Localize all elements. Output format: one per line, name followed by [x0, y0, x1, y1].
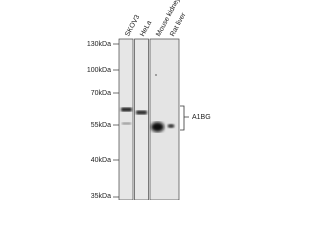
lane-panel: [149, 38, 180, 201]
lane-panel: [118, 38, 134, 201]
blot-figure: 130kDa 100kDa 70kDa 55kDa 40kDa 35kDa SK…: [87, 0, 211, 201]
marker-label: 130kDa: [87, 41, 111, 48]
marker-label: 35kDa: [91, 193, 111, 200]
spot: [155, 74, 157, 76]
lane-label: HeLa: [139, 20, 153, 38]
marker-label: 40kDa: [91, 157, 111, 164]
band: [122, 122, 131, 125]
marker-label: 55kDa: [91, 122, 111, 129]
marker-label: 100kDa: [87, 67, 111, 74]
target-label: A1BG: [192, 114, 211, 121]
band: [121, 107, 132, 112]
band: [167, 124, 175, 128]
lane-panel: [134, 38, 149, 201]
target-bracket: [180, 105, 189, 131]
marker-ticks: [113, 43, 119, 198]
band: [136, 110, 147, 115]
marker-label: 70kDa: [91, 90, 111, 97]
page: 130kDa 100kDa 70kDa 55kDa 40kDa 35kDa SK…: [86, 0, 211, 201]
band: [151, 122, 164, 132]
